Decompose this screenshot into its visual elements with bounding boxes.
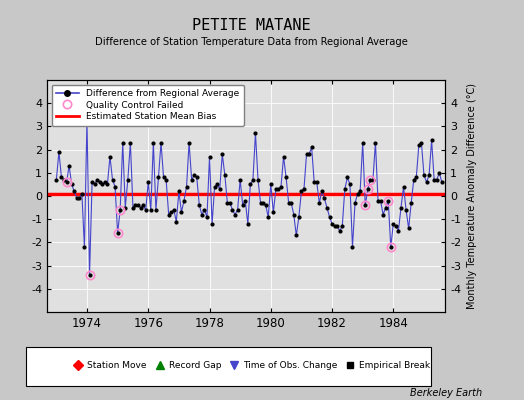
Legend: Difference from Regional Average, Quality Control Failed, Estimated Station Mean: Difference from Regional Average, Qualit… bbox=[52, 84, 244, 126]
Text: PETITE MATANE: PETITE MATANE bbox=[192, 18, 311, 34]
Y-axis label: Monthly Temperature Anomaly Difference (°C): Monthly Temperature Anomaly Difference (… bbox=[467, 83, 477, 309]
Text: Berkeley Earth: Berkeley Earth bbox=[410, 388, 482, 398]
Legend: Station Move, Record Gap, Time of Obs. Change, Empirical Break: Station Move, Record Gap, Time of Obs. C… bbox=[70, 359, 433, 373]
FancyBboxPatch shape bbox=[26, 347, 431, 386]
Text: Difference of Station Temperature Data from Regional Average: Difference of Station Temperature Data f… bbox=[95, 37, 408, 47]
